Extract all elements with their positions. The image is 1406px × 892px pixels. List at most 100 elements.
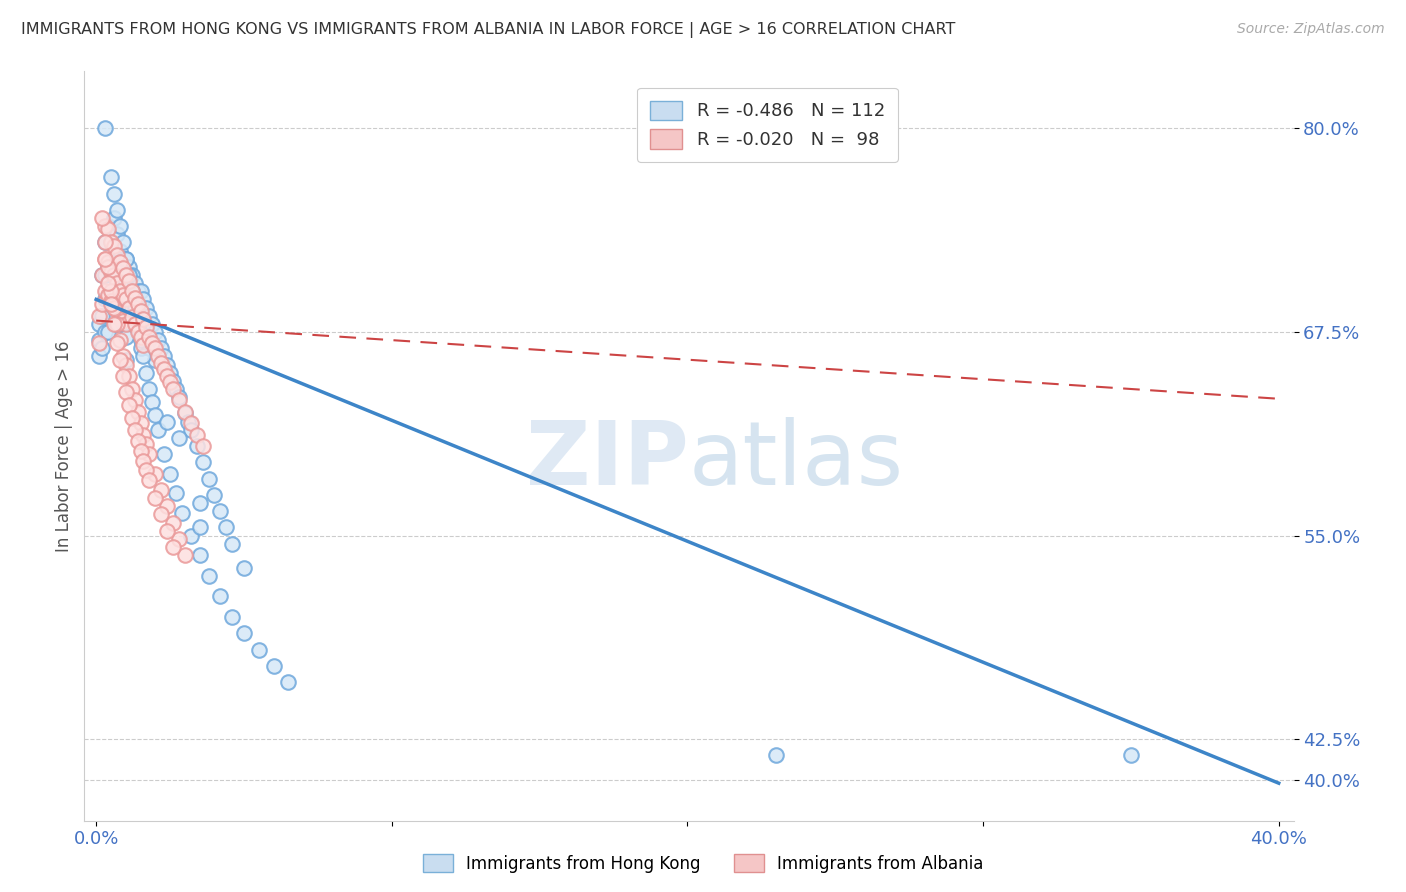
Point <box>156 368 179 383</box>
Point <box>103 186 125 201</box>
Point <box>153 362 176 376</box>
Point <box>138 382 160 396</box>
Point <box>188 548 211 562</box>
Point <box>159 366 181 380</box>
Point <box>94 285 117 299</box>
Text: IMMIGRANTS FROM HONG KONG VS IMMIGRANTS FROM ALBANIA IN LABOR FORCE | AGE > 16 C: IMMIGRANTS FROM HONG KONG VS IMMIGRANTS … <box>21 22 956 38</box>
Point <box>173 405 195 419</box>
Point <box>165 486 187 500</box>
Point <box>153 350 176 364</box>
Point <box>138 473 160 487</box>
Point <box>129 443 152 458</box>
Point <box>135 333 157 347</box>
Point <box>89 309 111 323</box>
Point <box>129 303 152 318</box>
Point <box>91 341 114 355</box>
Point <box>118 293 141 307</box>
Point <box>118 368 141 383</box>
Point <box>209 504 232 518</box>
Point <box>121 382 143 396</box>
Point <box>156 500 179 514</box>
Point <box>91 297 114 311</box>
Point <box>129 285 152 299</box>
Point <box>94 325 117 339</box>
Text: atlas: atlas <box>689 417 904 505</box>
Point <box>156 358 179 372</box>
Point <box>124 393 146 408</box>
Point <box>138 341 160 355</box>
Point <box>197 472 219 486</box>
Point <box>170 506 193 520</box>
Point <box>143 467 166 481</box>
Point <box>159 376 181 390</box>
Point <box>100 297 122 311</box>
Point <box>100 268 122 282</box>
Point <box>204 488 226 502</box>
Point <box>97 276 120 290</box>
Point <box>97 293 120 307</box>
Point <box>114 252 136 266</box>
Point <box>105 260 128 274</box>
Point <box>191 439 214 453</box>
Point <box>765 748 787 763</box>
Point <box>180 416 202 430</box>
Point <box>209 589 232 603</box>
Text: Source: ZipAtlas.com: Source: ZipAtlas.com <box>1237 22 1385 37</box>
Point <box>97 222 120 236</box>
Point <box>121 310 143 325</box>
Point <box>165 382 187 396</box>
Point <box>108 309 131 323</box>
Point <box>197 569 219 583</box>
Point <box>108 244 131 258</box>
Point <box>114 303 136 318</box>
Point <box>100 235 122 250</box>
Point <box>150 341 173 355</box>
Point <box>105 227 128 242</box>
Point <box>150 483 173 497</box>
Point <box>127 297 149 311</box>
Point <box>186 427 208 442</box>
Point <box>180 528 202 542</box>
Point <box>221 610 243 624</box>
Point <box>121 285 143 299</box>
Point <box>177 415 200 429</box>
Point <box>94 252 117 266</box>
Point <box>91 309 114 323</box>
Point <box>132 312 155 326</box>
Point <box>263 659 285 673</box>
Point <box>132 427 155 442</box>
Point <box>108 219 131 233</box>
Point <box>124 423 146 437</box>
Point <box>89 317 111 331</box>
Point <box>118 260 141 274</box>
Point <box>118 268 141 282</box>
Point <box>97 325 120 339</box>
Point <box>121 411 143 425</box>
Point <box>108 255 131 269</box>
Point <box>143 408 166 422</box>
Point <box>121 268 143 282</box>
Point <box>108 312 131 326</box>
Point <box>141 395 163 409</box>
Point <box>129 416 152 430</box>
Point <box>124 276 146 290</box>
Point <box>114 352 136 367</box>
Point <box>162 540 184 554</box>
Point <box>118 398 141 412</box>
Point <box>143 352 166 367</box>
Point <box>105 336 128 351</box>
Point <box>135 320 157 334</box>
Point <box>180 423 202 437</box>
Point <box>233 626 256 640</box>
Point <box>94 235 117 250</box>
Point <box>114 317 136 331</box>
Point <box>121 301 143 315</box>
Point <box>143 491 166 505</box>
Point <box>97 287 120 301</box>
Point <box>277 675 299 690</box>
Point <box>191 455 214 469</box>
Legend: R = -0.486   N = 112, R = -0.020   N =  98: R = -0.486 N = 112, R = -0.020 N = 98 <box>637 88 898 162</box>
Point <box>114 252 136 266</box>
Point <box>127 317 149 331</box>
Point <box>89 333 111 347</box>
